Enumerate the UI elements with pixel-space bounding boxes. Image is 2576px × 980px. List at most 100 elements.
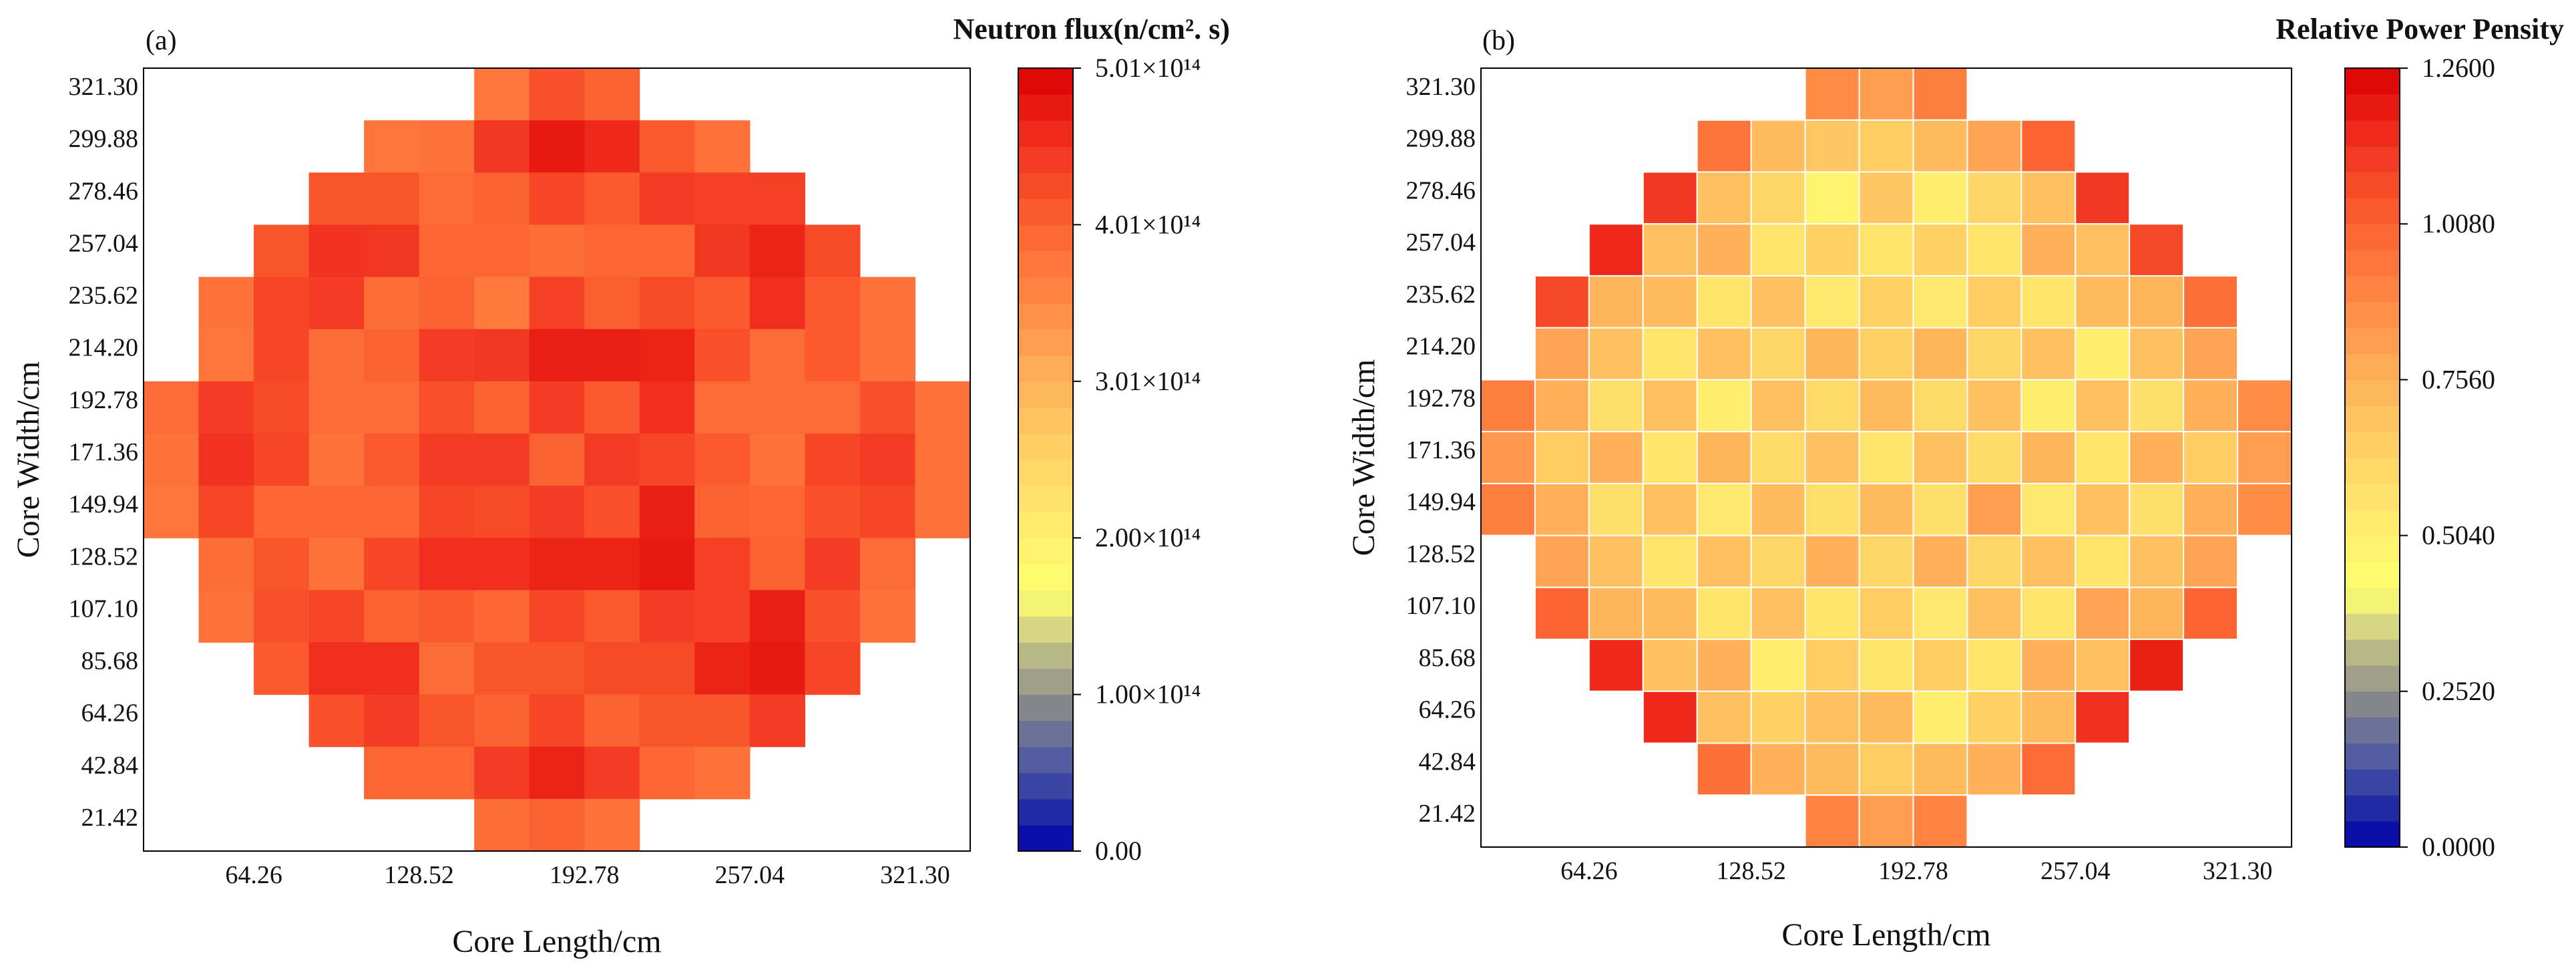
heatmap-cell xyxy=(1642,431,1698,484)
colorbar-segment xyxy=(1018,616,1073,643)
heatmap-cell xyxy=(474,329,530,382)
heatmap-cell xyxy=(584,798,640,852)
heatmap-cell xyxy=(805,224,861,278)
heatmap-cell xyxy=(1750,742,1806,796)
heatmap-cell xyxy=(419,746,475,800)
heatmap-cell xyxy=(1912,327,1968,381)
heatmap-cell xyxy=(694,224,750,278)
heatmap-cell xyxy=(584,590,640,643)
y-axis-label: Core Width/cm xyxy=(11,361,46,558)
heatmap-cell xyxy=(694,381,750,434)
y-tick-label: 321.30 xyxy=(1406,73,1476,101)
heatmap-cell xyxy=(1696,327,1752,381)
heatmap-cell xyxy=(1534,482,1590,536)
colorbar-title: Relative Power Pensity xyxy=(2276,13,2564,45)
heatmap-cell xyxy=(694,746,750,800)
heatmap-cell xyxy=(694,433,750,486)
heatmap-cell xyxy=(254,538,310,591)
panel-label: (a) xyxy=(146,25,177,56)
heatmap-cell xyxy=(1966,379,2022,433)
heatmap-cell xyxy=(529,798,585,852)
heatmap-cell xyxy=(2075,275,2131,329)
colorbar-segment xyxy=(1018,303,1073,330)
x-tick-label: 192.78 xyxy=(1878,857,1948,885)
colorbar-segment xyxy=(2345,224,2400,251)
colorbar: 1.2600 1.0080 0.7560 0.5040 0.2520 0.0000 xyxy=(2344,53,2495,862)
heatmap-cell xyxy=(1804,223,1860,277)
heatmap-cell xyxy=(1588,639,1644,692)
heatmap-cell xyxy=(2075,690,2131,744)
colorbar-title: Neutron flux(n/cm². s) xyxy=(953,13,1230,45)
heatmap-cell xyxy=(198,590,254,643)
heatmap-cell xyxy=(198,538,254,591)
colorbar-segment xyxy=(2345,665,2400,692)
heatmap-cell xyxy=(694,538,750,591)
y-tick-label: 192.78 xyxy=(69,386,139,414)
heatmap-cell xyxy=(1588,587,1644,641)
heatmap-cell xyxy=(419,694,475,748)
heatmap-cell xyxy=(254,329,310,382)
heatmap-cell xyxy=(1696,742,1752,796)
colorbar-segment xyxy=(2345,587,2400,614)
y-tick-label: 171.36 xyxy=(1406,436,1476,464)
colorbar-segment xyxy=(1018,668,1073,695)
heatmap-cell xyxy=(2129,327,2185,381)
heatmap-cell xyxy=(584,381,640,434)
heatmap-cell xyxy=(364,277,420,330)
heatmap-cell xyxy=(639,642,695,695)
heatmap-cell xyxy=(2237,482,2293,536)
colorbar-segment xyxy=(2345,769,2400,796)
heatmap-cell xyxy=(474,433,530,486)
y-tick-label: 214.20 xyxy=(69,334,139,362)
heatmap-cell xyxy=(1696,223,1752,277)
heatmap-cell xyxy=(1588,327,1644,381)
heatmap-cell xyxy=(859,277,916,330)
colorbar-segment xyxy=(1018,172,1073,199)
heatmap-cell xyxy=(308,486,365,538)
heatmap-cell xyxy=(805,486,861,538)
y-tick-label: 214.20 xyxy=(1406,333,1476,361)
heatmap-cell xyxy=(1696,587,1752,641)
heatmap-cell xyxy=(144,433,200,486)
heatmap-cell xyxy=(1534,534,1590,589)
heatmap-cell xyxy=(1966,690,2022,744)
heatmap-cell xyxy=(584,224,640,278)
heatmap-cell xyxy=(805,538,861,591)
heatmap-cell xyxy=(1750,379,1806,433)
colorbar-tick-label: 1.00×10¹⁴ xyxy=(1095,679,1201,709)
heatmap-cell xyxy=(639,694,695,748)
heatmap-cell xyxy=(749,590,805,643)
heatmap-cell xyxy=(364,538,420,591)
y-tick-label: 42.84 xyxy=(1419,748,1476,776)
colorbar-segment xyxy=(1018,798,1073,826)
colorbar-tick-label: 0.2520 xyxy=(2422,676,2495,706)
heatmap-cell xyxy=(1804,379,1860,433)
heatmap-cell xyxy=(529,68,585,121)
heatmap-cell xyxy=(584,120,640,173)
panel-label: (b) xyxy=(1482,25,1515,56)
heatmap-cell xyxy=(529,329,585,382)
heatmap-cell xyxy=(859,486,916,538)
colorbar-segment xyxy=(1018,198,1073,225)
colorbar-segment xyxy=(1018,642,1073,669)
heatmap-cell xyxy=(1534,327,1590,381)
heatmap-cell xyxy=(694,486,750,538)
heatmap-cell xyxy=(805,590,861,643)
heatmap-cell xyxy=(308,642,365,695)
heatmap-cell xyxy=(639,381,695,434)
heatmap-cell xyxy=(1588,275,1644,329)
heatmap-cell xyxy=(1912,794,1968,848)
heatmap-cell xyxy=(1912,690,1968,744)
heatmap-cell xyxy=(1750,327,1806,381)
heatmap-cell xyxy=(1804,690,1860,744)
colorbar-tick-label: 4.01×10¹⁴ xyxy=(1095,209,1201,239)
heatmap-cell xyxy=(308,329,365,382)
heatmap-cell xyxy=(1804,794,1860,848)
heatmap-cell xyxy=(1858,379,1914,433)
heatmap-cell xyxy=(2075,431,2131,484)
heatmap-cell xyxy=(1966,171,2022,225)
heatmap-cells xyxy=(144,68,971,852)
colorbar-segment xyxy=(2345,509,2400,536)
heatmap-cell xyxy=(639,590,695,643)
